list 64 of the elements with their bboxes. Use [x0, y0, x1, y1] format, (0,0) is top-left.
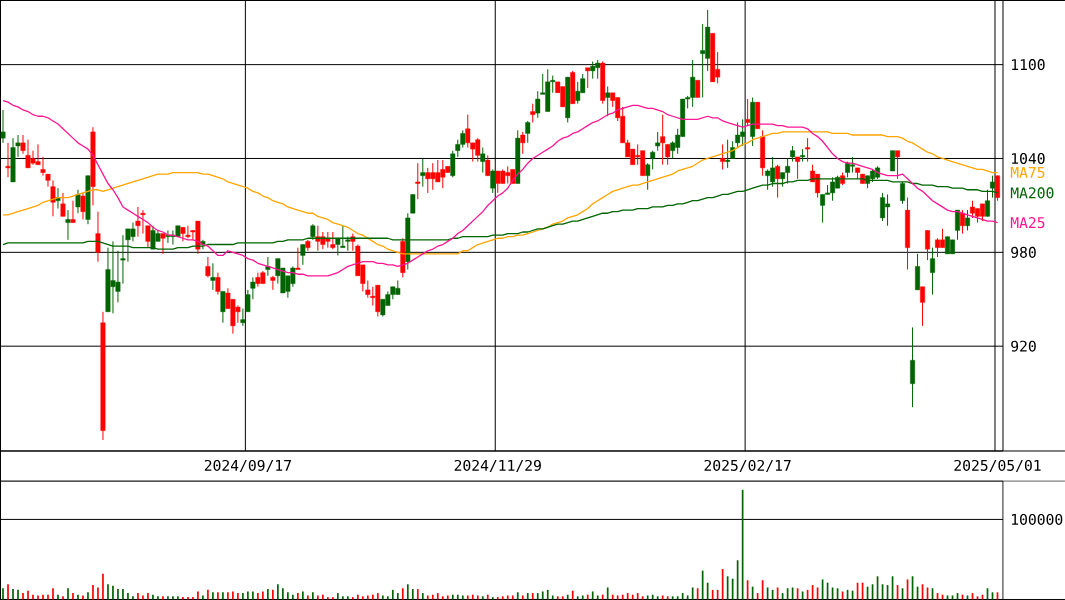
x-tick-label: 2024/09/17 [204, 459, 291, 473]
candlestick [900, 181, 905, 205]
candlestick [410, 193, 416, 214]
series-label: MA200 [1010, 187, 1054, 199]
candlestick [655, 131, 661, 152]
candlestick [65, 209, 71, 241]
candlestick [295, 247, 301, 271]
candlestick [60, 192, 66, 217]
x-tick-label: 2025/02/17 [704, 459, 791, 473]
candlestick [910, 326, 915, 408]
candlestick [895, 150, 900, 180]
candlestick [5, 142, 11, 178]
y-tick-label: 1100 [1012, 59, 1045, 71]
candlestick [95, 211, 101, 263]
candlestick [960, 209, 965, 235]
y-tick-label: 1040 [1012, 152, 1045, 165]
candlestick [535, 90, 541, 119]
x-tick-label: 2025/05/01 [954, 459, 1041, 473]
candlestick [75, 189, 81, 214]
candlestick [915, 253, 920, 291]
candlestick [720, 143, 726, 170]
candlestick [920, 286, 925, 327]
candlestick [80, 192, 86, 220]
series-label: MA75 [1010, 167, 1045, 179]
candlestick [605, 86, 611, 117]
candlestick [270, 275, 276, 291]
candlestick [205, 256, 211, 278]
candlestick [520, 131, 526, 155]
candlestick [160, 233, 166, 255]
candlestick [0, 109, 6, 144]
candlestick [300, 244, 306, 266]
candlestick [425, 167, 431, 194]
candlestick [20, 134, 26, 155]
candlestick [530, 103, 536, 124]
y-tick-label: 920 [1011, 340, 1036, 352]
candlestick [220, 290, 226, 324]
candlestick [465, 114, 471, 149]
candlestick [70, 200, 76, 224]
x-tick-label: 2024/11/29 [454, 459, 541, 473]
candlestick [210, 262, 216, 291]
candlestick [955, 209, 960, 241]
candlestick [965, 209, 970, 231]
candlestick [805, 137, 811, 163]
candlestick [415, 162, 421, 200]
series-label: MA25 [1010, 217, 1045, 229]
candlestick [490, 168, 496, 194]
candlestick [795, 156, 801, 180]
candlestick [775, 164, 781, 199]
candlestick [585, 67, 591, 89]
candlestick [930, 247, 935, 296]
candlestick [485, 154, 491, 177]
candlestick [480, 147, 486, 174]
candlestick [215, 272, 221, 296]
candlestick [880, 192, 886, 222]
candlestick [995, 175, 1000, 202]
candlestick [745, 98, 751, 127]
candlestick [820, 193, 826, 224]
candlestick [985, 189, 990, 217]
candlestick [420, 157, 426, 188]
candlestick [890, 150, 895, 172]
y-tick-label: 100000 [1012, 513, 1063, 525]
y-tick-label: 980 [1011, 246, 1036, 258]
candlestick [925, 229, 930, 261]
candlestick [525, 120, 531, 144]
